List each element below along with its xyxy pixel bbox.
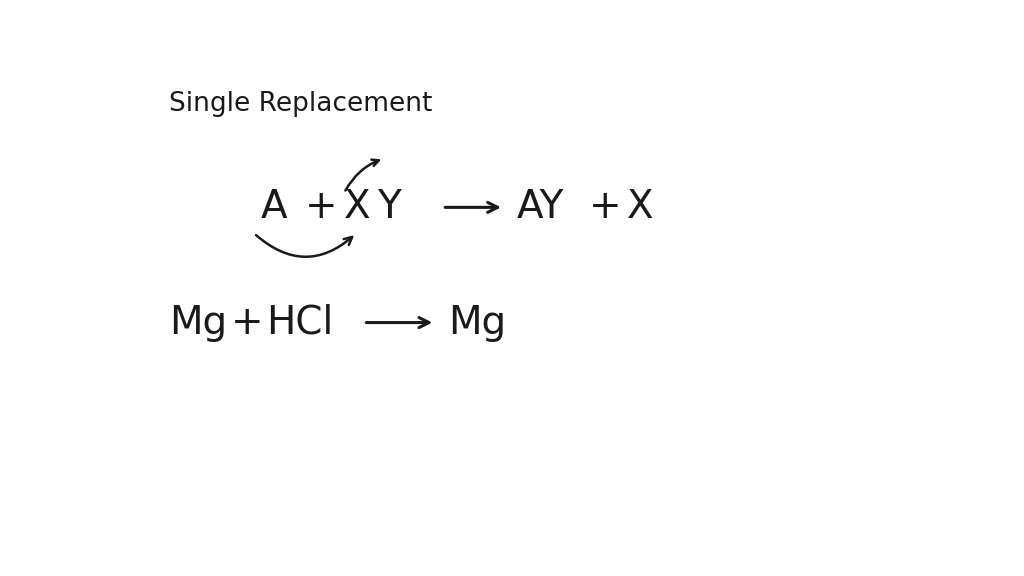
Text: AY: AY	[517, 188, 564, 226]
Text: Y: Y	[377, 188, 400, 226]
Text: +: +	[305, 188, 338, 226]
Text: Mg: Mg	[449, 304, 507, 342]
Text: Mg: Mg	[169, 304, 227, 342]
Text: A: A	[261, 188, 288, 226]
Text: +: +	[230, 304, 263, 342]
Text: HCl: HCl	[266, 304, 334, 342]
Text: +: +	[589, 188, 622, 226]
Text: Single Replacement: Single Replacement	[169, 90, 432, 117]
Text: X: X	[627, 188, 653, 226]
Text: X: X	[344, 188, 371, 226]
